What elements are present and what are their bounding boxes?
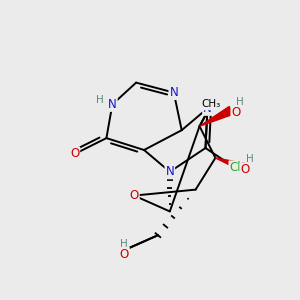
Text: O: O [70, 148, 79, 160]
Text: CH₃: CH₃ [202, 99, 221, 110]
Polygon shape [215, 158, 247, 172]
Text: H: H [120, 239, 128, 249]
Text: N: N [165, 165, 174, 178]
Text: O: O [241, 163, 250, 176]
Text: O: O [231, 106, 241, 119]
Text: O: O [120, 248, 129, 261]
Text: N: N [169, 86, 178, 99]
Text: Cl: Cl [230, 161, 241, 174]
Text: H: H [246, 154, 254, 164]
Text: N: N [108, 98, 117, 111]
Polygon shape [200, 106, 233, 126]
Text: O: O [130, 189, 139, 202]
Text: H: H [96, 95, 104, 105]
Text: N: N [203, 102, 212, 115]
Text: H: H [236, 98, 244, 107]
